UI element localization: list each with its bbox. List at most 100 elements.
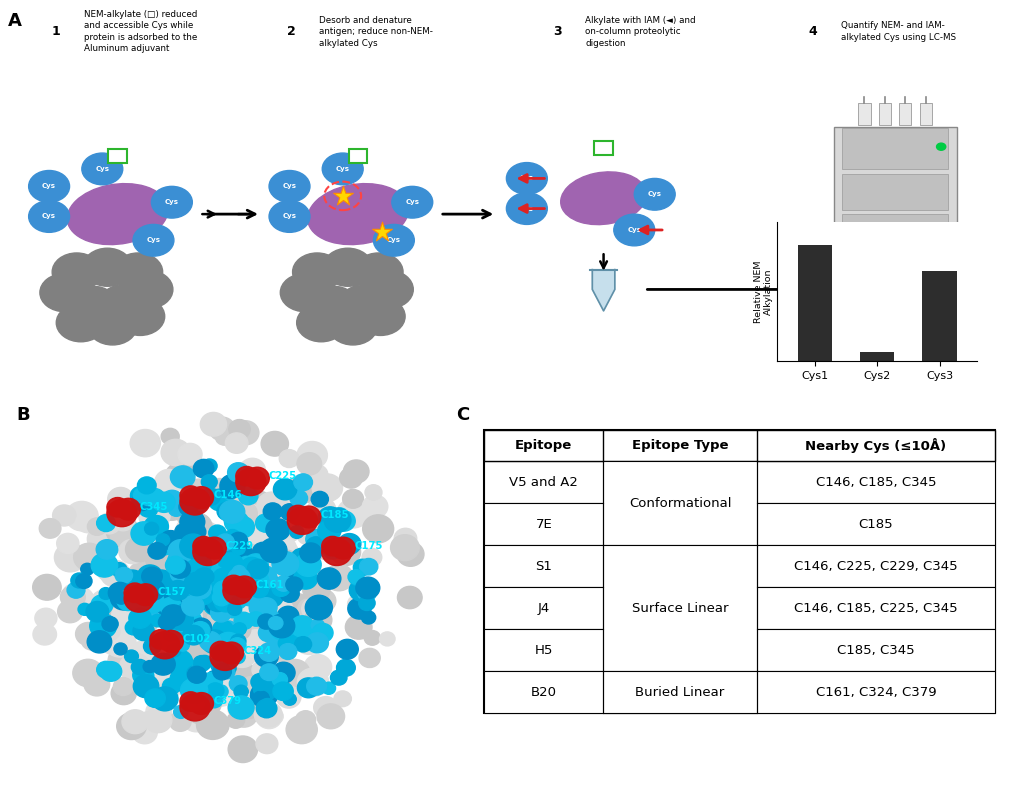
Circle shape	[281, 556, 299, 571]
Circle shape	[214, 590, 238, 612]
Circle shape	[322, 682, 336, 695]
Circle shape	[171, 466, 195, 488]
Circle shape	[362, 549, 382, 566]
Circle shape	[224, 511, 249, 533]
Text: B20: B20	[531, 686, 557, 699]
Circle shape	[140, 588, 162, 607]
Circle shape	[202, 459, 217, 473]
Circle shape	[286, 603, 308, 623]
Circle shape	[106, 516, 139, 546]
Bar	[899, 103, 911, 125]
Circle shape	[331, 197, 356, 216]
Circle shape	[197, 573, 223, 596]
Circle shape	[219, 563, 234, 577]
Circle shape	[322, 536, 344, 556]
Circle shape	[337, 639, 358, 659]
Circle shape	[250, 596, 276, 620]
Text: Cys: Cys	[282, 213, 297, 220]
Circle shape	[250, 661, 276, 685]
Circle shape	[229, 532, 248, 549]
Circle shape	[612, 190, 636, 209]
Text: Cys: Cys	[520, 205, 534, 212]
Circle shape	[109, 193, 134, 213]
Circle shape	[305, 607, 331, 632]
Circle shape	[192, 557, 208, 571]
Circle shape	[181, 513, 212, 541]
Circle shape	[148, 570, 174, 593]
Bar	[860, 352, 894, 361]
Text: Nearby Cys (≤10Å): Nearby Cys (≤10Å)	[805, 438, 946, 453]
Circle shape	[330, 670, 347, 685]
Circle shape	[259, 585, 283, 607]
Circle shape	[279, 482, 295, 496]
Circle shape	[195, 542, 226, 569]
Circle shape	[220, 505, 238, 522]
Circle shape	[373, 224, 414, 256]
Circle shape	[193, 459, 214, 478]
Circle shape	[172, 613, 193, 632]
Circle shape	[39, 519, 61, 538]
Circle shape	[63, 584, 82, 601]
Circle shape	[141, 591, 157, 604]
Circle shape	[161, 439, 190, 465]
Circle shape	[224, 602, 241, 618]
Text: C379: C379	[213, 696, 241, 707]
Circle shape	[91, 554, 118, 577]
Circle shape	[181, 663, 199, 680]
Circle shape	[364, 270, 413, 308]
Circle shape	[227, 663, 258, 690]
Circle shape	[180, 534, 207, 558]
Circle shape	[255, 702, 282, 727]
Circle shape	[348, 595, 367, 613]
Circle shape	[226, 619, 251, 641]
Circle shape	[222, 596, 235, 608]
Circle shape	[290, 526, 304, 538]
Circle shape	[260, 538, 286, 563]
Circle shape	[233, 580, 250, 596]
Circle shape	[108, 647, 137, 674]
Circle shape	[208, 489, 232, 511]
Circle shape	[201, 538, 214, 551]
Circle shape	[220, 474, 246, 497]
Circle shape	[217, 502, 237, 520]
Circle shape	[87, 630, 112, 653]
Circle shape	[296, 711, 315, 729]
Circle shape	[211, 556, 239, 581]
Circle shape	[180, 694, 210, 721]
Circle shape	[280, 274, 329, 312]
Circle shape	[132, 600, 159, 624]
Circle shape	[364, 630, 381, 646]
Circle shape	[219, 582, 233, 595]
Circle shape	[169, 711, 191, 731]
Circle shape	[255, 607, 271, 623]
Circle shape	[251, 565, 277, 589]
Circle shape	[212, 577, 243, 606]
Circle shape	[325, 543, 340, 557]
Circle shape	[309, 602, 328, 619]
Circle shape	[164, 629, 177, 641]
Circle shape	[202, 630, 228, 653]
Circle shape	[272, 642, 295, 662]
Circle shape	[152, 492, 175, 512]
Circle shape	[292, 549, 311, 566]
Bar	[604, 671, 757, 713]
Circle shape	[203, 595, 216, 607]
Circle shape	[191, 699, 213, 718]
Circle shape	[210, 597, 226, 611]
Circle shape	[151, 687, 178, 711]
Text: C146, C185, C225, C345: C146, C185, C225, C345	[794, 602, 958, 615]
Circle shape	[119, 539, 145, 564]
Circle shape	[324, 565, 354, 591]
Circle shape	[209, 525, 226, 541]
Circle shape	[124, 585, 154, 612]
Circle shape	[606, 193, 630, 212]
Circle shape	[161, 584, 180, 602]
Circle shape	[87, 527, 116, 552]
Circle shape	[235, 571, 259, 593]
Circle shape	[278, 635, 297, 652]
Circle shape	[146, 700, 172, 723]
Circle shape	[362, 495, 388, 518]
Circle shape	[205, 577, 230, 600]
Circle shape	[280, 544, 299, 560]
Circle shape	[206, 679, 236, 706]
